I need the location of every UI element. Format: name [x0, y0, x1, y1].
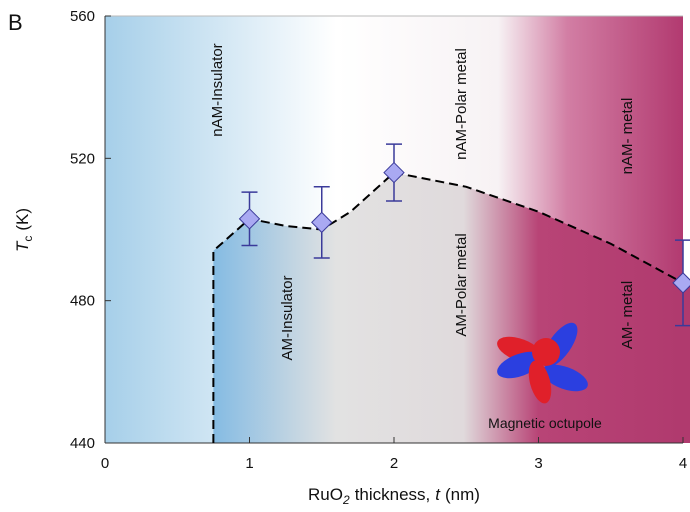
y-label-subscript: c — [21, 236, 35, 242]
x-label-compound: RuO — [308, 485, 343, 504]
y-tick-label: 520 — [70, 150, 95, 167]
x-tick-label: 1 — [245, 455, 253, 472]
y-tick-label: 560 — [70, 8, 95, 25]
x-tick-label: 3 — [534, 455, 542, 472]
x-tick-label: 2 — [390, 455, 398, 472]
x-tick-label: 0 — [101, 455, 109, 472]
annotation: nAM-Insulator — [209, 43, 226, 136]
annotation: AM- metal — [619, 281, 636, 349]
chart: B Tc(K) RuO2thickness,t(nm) nAM-Insulato… — [0, 0, 690, 512]
annotation: nAM- metal — [619, 98, 636, 175]
x-label-text: thickness, — [355, 485, 431, 504]
x-tick-label: 4 — [679, 455, 687, 472]
x-label-unit: (nm) — [445, 485, 480, 504]
annotation: AM-Insulator — [279, 275, 296, 360]
x-label-symbol: t — [435, 485, 441, 504]
x-label-subscript: 2 — [342, 493, 350, 507]
y-axis-label: Tc(K) — [13, 208, 35, 252]
annotation: Magnetic octupole — [488, 415, 602, 431]
y-tick-label: 480 — [70, 293, 95, 310]
x-axis-label: RuO2 thickness,t(nm) — [308, 485, 480, 507]
y-tick-label: 440 — [70, 435, 95, 452]
annotation: AM-Polar metal — [453, 233, 470, 336]
panel-label: B — [8, 10, 23, 35]
annotation: nAM-Polar metal — [453, 48, 470, 160]
y-label-unit: (K) — [13, 208, 32, 231]
